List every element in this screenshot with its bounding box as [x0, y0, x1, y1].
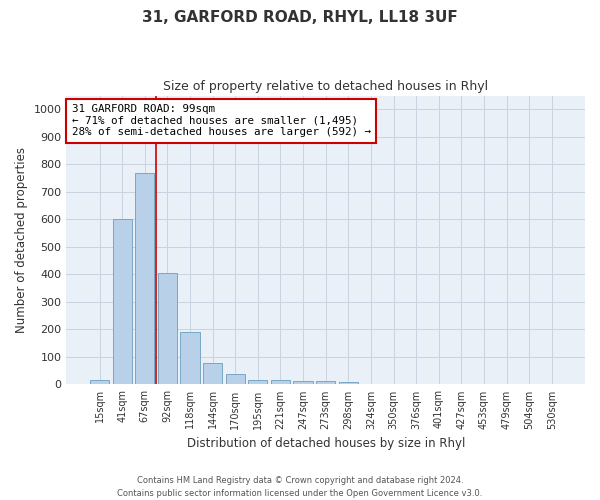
Bar [226, 374, 245, 384]
Text: Contains HM Land Registry data © Crown copyright and database right 2024.
Contai: Contains HM Land Registry data © Crown c… [118, 476, 482, 498]
Bar [248, 380, 268, 384]
Bar [293, 382, 313, 384]
Bar [181, 332, 200, 384]
Text: 31 GARFORD ROAD: 99sqm
← 71% of detached houses are smaller (1,495)
28% of semi-: 31 GARFORD ROAD: 99sqm ← 71% of detached… [71, 104, 371, 138]
Y-axis label: Number of detached properties: Number of detached properties [15, 147, 28, 333]
Text: 31, GARFORD ROAD, RHYL, LL18 3UF: 31, GARFORD ROAD, RHYL, LL18 3UF [142, 10, 458, 25]
Bar [135, 172, 154, 384]
Bar [90, 380, 109, 384]
Title: Size of property relative to detached houses in Rhyl: Size of property relative to detached ho… [163, 80, 488, 93]
Bar [113, 220, 132, 384]
Bar [339, 382, 358, 384]
Bar [316, 380, 335, 384]
Bar [158, 273, 177, 384]
Bar [271, 380, 290, 384]
X-axis label: Distribution of detached houses by size in Rhyl: Distribution of detached houses by size … [187, 437, 465, 450]
Bar [203, 363, 222, 384]
